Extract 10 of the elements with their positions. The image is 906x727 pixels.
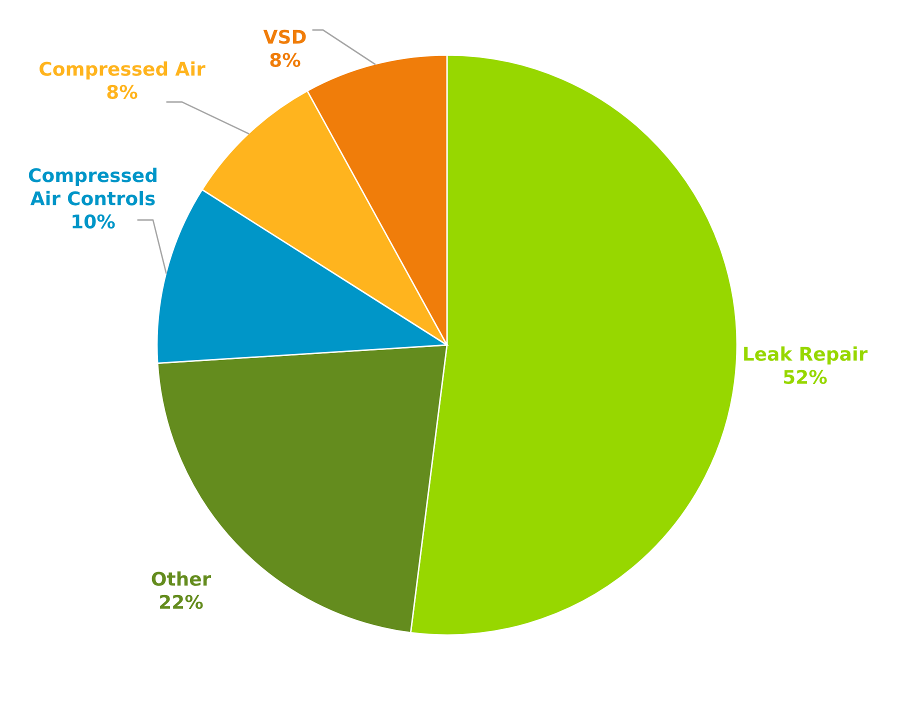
slice-label: Leak Repair: [744, 346, 868, 365]
slice-label: Compressed Air: [40, 61, 206, 80]
slice-label: VSD: [263, 30, 306, 44]
data-label: 8%: [107, 84, 138, 100]
data-label: 52%: [784, 370, 827, 384]
slice-label: Compressed Air Controls: [28, 168, 156, 206]
slice-label: Other: [152, 571, 212, 586]
data-label: 10%: [72, 214, 115, 229]
data-label: 22%: [160, 594, 203, 610]
data-label: 8%: [270, 52, 300, 68]
